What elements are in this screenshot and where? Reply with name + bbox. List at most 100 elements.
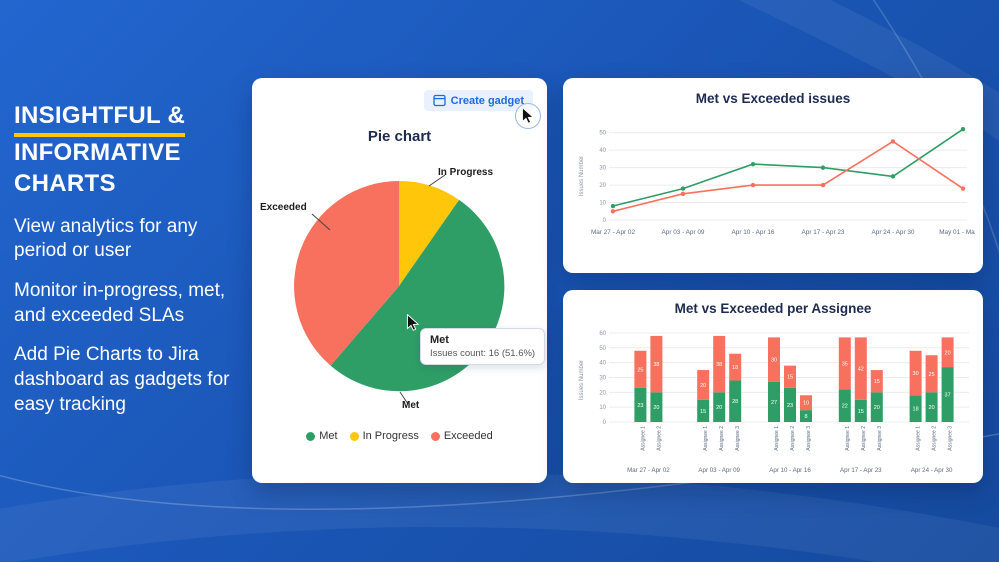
svg-text:22: 22 [842, 404, 848, 410]
svg-text:Assignee 3: Assignee 3 [735, 426, 741, 451]
svg-text:30: 30 [913, 371, 919, 377]
pie-label-met: Met [402, 400, 420, 411]
svg-text:Assignee 1: Assignee 1 [774, 426, 780, 451]
pie-chart-card: Create gadget Pie chart In Progress Exce… [252, 78, 547, 483]
svg-text:20: 20 [874, 405, 880, 411]
svg-text:42: 42 [858, 367, 864, 373]
svg-text:Apr 10 - Apr 16: Apr 10 - Apr 16 [769, 467, 811, 474]
line-chart: 0 10 20 30 40 50 Mar 27 - Apr 02 Apr 03 - Apr 0… [579, 127, 975, 236]
gadget-icon [432, 94, 446, 107]
pie-label-in-progress: In Progress [438, 167, 494, 178]
svg-text:Mar 27 - Apr 02: Mar 27 - Apr 02 [627, 467, 670, 474]
svg-text:40: 40 [599, 361, 606, 367]
hero-paragraph-2: Monitor in-progress, met, and exceeded S… [14, 279, 226, 326]
svg-text:0: 0 [603, 420, 607, 426]
svg-text:25: 25 [637, 367, 643, 373]
legend-item-met[interactable]: Met [306, 430, 338, 442]
svg-text:Apr 24 - Apr 30: Apr 24 - Apr 30 [911, 467, 953, 474]
svg-text:Assignee 1: Assignee 1 [703, 426, 709, 451]
click-highlight-ring [515, 103, 541, 129]
svg-text:20: 20 [929, 405, 935, 411]
svg-text:Apr 17 - Apr 23: Apr 17 - Apr 23 [802, 229, 845, 236]
hero-paragraph-1: View analytics for any period or user [14, 215, 198, 262]
svg-text:60: 60 [599, 331, 606, 337]
svg-text:15: 15 [700, 409, 706, 415]
svg-text:20: 20 [653, 405, 659, 411]
svg-text:30: 30 [771, 358, 777, 364]
svg-text:Assignee 2: Assignee 2 [861, 426, 867, 451]
svg-text:23: 23 [637, 403, 643, 409]
page-title: INSIGHTFUL & INFORMATIVE CHARTS [14, 100, 186, 198]
svg-text:18: 18 [913, 407, 919, 413]
tooltip-body: Issues count: 16 (51.6%) [430, 348, 536, 359]
svg-text:Apr 24 - Apr 30: Apr 24 - Apr 30 [872, 229, 915, 236]
hero-paragraph-3: Add Pie Charts to Jira dashboard as gadg… [14, 344, 230, 415]
svg-text:Assignee 2: Assignee 2 [932, 426, 938, 451]
pie-chart-title: Pie chart [367, 128, 432, 145]
svg-text:Apr 10 - Apr 16: Apr 10 - Apr 16 [732, 229, 775, 236]
line-chart-title: Met vs Exceeded issues [695, 91, 851, 106]
legend-item-exceeded[interactable]: Exceeded [430, 430, 493, 442]
svg-text:37: 37 [945, 393, 951, 399]
svg-text:30: 30 [599, 166, 606, 172]
stacked-bar-chart: 0 10 20 30 40 50 60 23 25 Assignee 1 20 38 Assignee … [579, 331, 969, 474]
hero-block: INSIGHTFUL & INFORMATIVE CHARTS View ana… [14, 100, 254, 417]
svg-text:35: 35 [842, 361, 848, 367]
svg-text:30: 30 [599, 375, 606, 381]
svg-text:20: 20 [599, 390, 606, 396]
svg-text:8: 8 [804, 414, 807, 420]
svg-text:10: 10 [803, 401, 809, 407]
svg-text:Assignee 2: Assignee 2 [656, 426, 662, 451]
svg-text:27: 27 [771, 400, 777, 406]
pie-legend: Met In Progress Exceeded [252, 430, 547, 442]
legend-dot-met [306, 431, 316, 441]
svg-text:23: 23 [787, 403, 793, 409]
svg-text:10: 10 [599, 201, 606, 207]
pie-label-exceeded: Exceeded [260, 202, 307, 213]
title-underlined: INSIGHTFUL & [14, 100, 186, 138]
svg-text:Assignee 3: Assignee 3 [877, 426, 883, 451]
line-chart-card: Met vs Exceeded issues 0 10 20 30 40 50 Mar 27… [563, 78, 983, 273]
svg-text:20: 20 [599, 183, 606, 189]
svg-text:Issues Number: Issues Number [579, 360, 585, 400]
svg-text:50: 50 [599, 131, 606, 137]
legend-dot-in-progress [349, 431, 359, 441]
legend-item-in-progress[interactable]: In Progress [349, 430, 419, 442]
svg-text:May 01 - May 07: May 01 - May 07 [939, 229, 975, 236]
pie-tooltip: Met Issues count: 16 (51.6%) [420, 328, 546, 365]
svg-text:Apr 03 - Apr 09: Apr 03 - Apr 09 [662, 229, 705, 236]
svg-text:25: 25 [929, 372, 935, 378]
svg-text:38: 38 [716, 362, 722, 368]
svg-text:18: 18 [732, 365, 738, 371]
create-gadget-button[interactable]: Create gadget [423, 90, 533, 111]
svg-text:15: 15 [874, 379, 880, 385]
tooltip-title: Met [430, 334, 449, 346]
svg-text:Assignee 1: Assignee 1 [916, 426, 922, 451]
svg-text:15: 15 [787, 375, 793, 381]
svg-text:Assignee 1: Assignee 1 [640, 426, 646, 451]
svg-text:Issues Number: Issues Number [579, 156, 585, 196]
svg-text:Assignee 2: Assignee 2 [790, 426, 796, 451]
svg-text:20: 20 [945, 350, 951, 356]
svg-text:50: 50 [599, 346, 606, 352]
svg-text:Assignee 3: Assignee 3 [806, 426, 812, 451]
svg-text:Assignee 3: Assignee 3 [948, 426, 954, 451]
svg-text:20: 20 [700, 383, 706, 389]
svg-text:Apr 17 - Apr 23: Apr 17 - Apr 23 [840, 467, 882, 474]
svg-text:Assignee 1: Assignee 1 [845, 426, 851, 451]
create-gadget-label: Create gadget [450, 94, 524, 107]
svg-text:40: 40 [599, 148, 606, 154]
svg-text:15: 15 [858, 409, 864, 415]
svg-text:28: 28 [732, 399, 738, 405]
svg-text:38: 38 [653, 362, 659, 368]
svg-text:Assignee 2: Assignee 2 [719, 426, 725, 451]
svg-text:20: 20 [716, 405, 722, 411]
bar-chart-title: Met vs Exceeded per Assignee [674, 301, 872, 316]
svg-text:Apr 03 - Apr 09: Apr 03 - Apr 09 [698, 467, 740, 474]
svg-text:0: 0 [603, 218, 607, 224]
svg-text:Mar 27 - Apr 02: Mar 27 - Apr 02 [591, 229, 635, 236]
legend-dot-exceeded [430, 431, 440, 441]
svg-text:10: 10 [599, 405, 606, 411]
bar-chart-card: Met vs Exceeded per Assignee 0 10 20 30 40 50… [563, 290, 983, 483]
